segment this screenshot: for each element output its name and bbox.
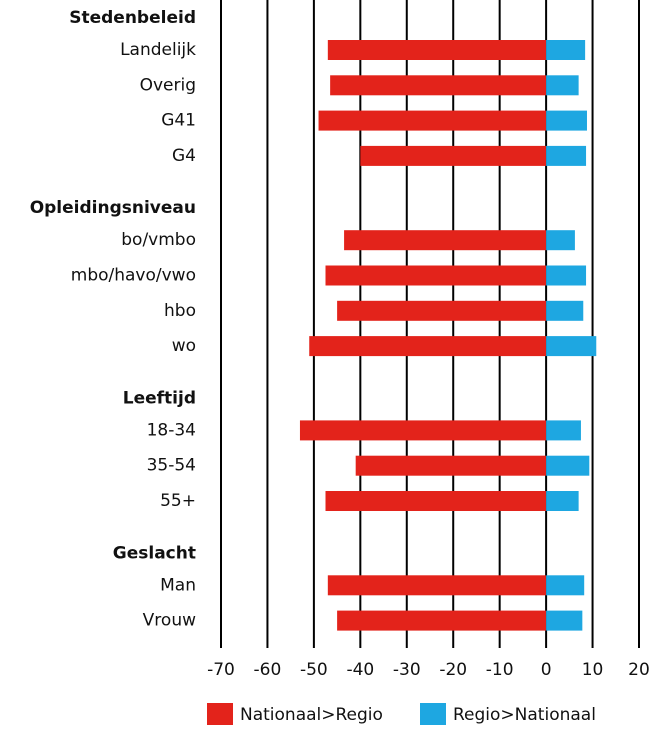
category-label: Overig	[140, 75, 196, 95]
x-tick-label: -20	[439, 660, 467, 680]
category-label: Vrouw	[143, 611, 196, 631]
category-label: bo/vmbo	[121, 230, 196, 250]
bar	[330, 75, 547, 96]
category-label: 35-54	[147, 456, 196, 476]
bar	[546, 455, 590, 476]
x-tick-label: 0	[541, 660, 552, 680]
bar	[546, 610, 583, 631]
bar	[299, 420, 547, 441]
category-label: Man	[160, 575, 196, 595]
bar	[325, 491, 547, 511]
bar	[546, 575, 585, 596]
x-tick-label: 20	[628, 660, 650, 680]
bar	[337, 300, 547, 321]
category-label: hbo	[164, 301, 196, 321]
category-label: G4	[172, 146, 196, 166]
bar	[546, 40, 586, 60]
group-header: Stedenbeleid	[69, 8, 196, 28]
bar	[546, 110, 587, 131]
bar	[546, 230, 575, 251]
category-label: G41	[161, 111, 196, 131]
category-label: 18-34	[147, 420, 196, 440]
bar	[325, 265, 547, 286]
x-tick-label: -30	[393, 660, 421, 680]
bar	[546, 75, 579, 96]
x-tick-label: -50	[300, 660, 328, 680]
category-label: wo	[172, 336, 196, 356]
x-tick-label: 10	[582, 660, 604, 680]
bar	[546, 336, 597, 357]
bar	[546, 300, 584, 321]
bar	[546, 491, 579, 511]
x-tick-label: -40	[346, 660, 374, 680]
bar	[344, 230, 547, 251]
bar	[546, 145, 587, 166]
category-label: 55+	[160, 491, 196, 511]
bar	[360, 145, 547, 166]
legend-label: Regio>Nationaal	[453, 705, 596, 725]
bar	[546, 265, 587, 286]
bar	[327, 575, 547, 596]
legend-label: Nationaal>Regio	[240, 705, 383, 725]
x-tick-label: -10	[486, 660, 514, 680]
group-header: Leeftijd	[123, 388, 196, 408]
category-label: Landelijk	[120, 40, 196, 60]
x-tick-label: -70	[207, 660, 235, 680]
group-header: Geslacht	[113, 543, 196, 563]
bar	[327, 40, 547, 60]
legend-swatch	[207, 703, 233, 725]
bar	[337, 610, 547, 631]
x-tick-label: -60	[254, 660, 282, 680]
category-label: mbo/havo/vwo	[71, 266, 196, 286]
bar	[546, 420, 581, 441]
bar	[355, 455, 547, 476]
group-header: Opleidingsniveau	[30, 198, 196, 218]
bar	[309, 336, 547, 357]
bar	[318, 110, 547, 131]
legend-swatch	[420, 703, 446, 725]
